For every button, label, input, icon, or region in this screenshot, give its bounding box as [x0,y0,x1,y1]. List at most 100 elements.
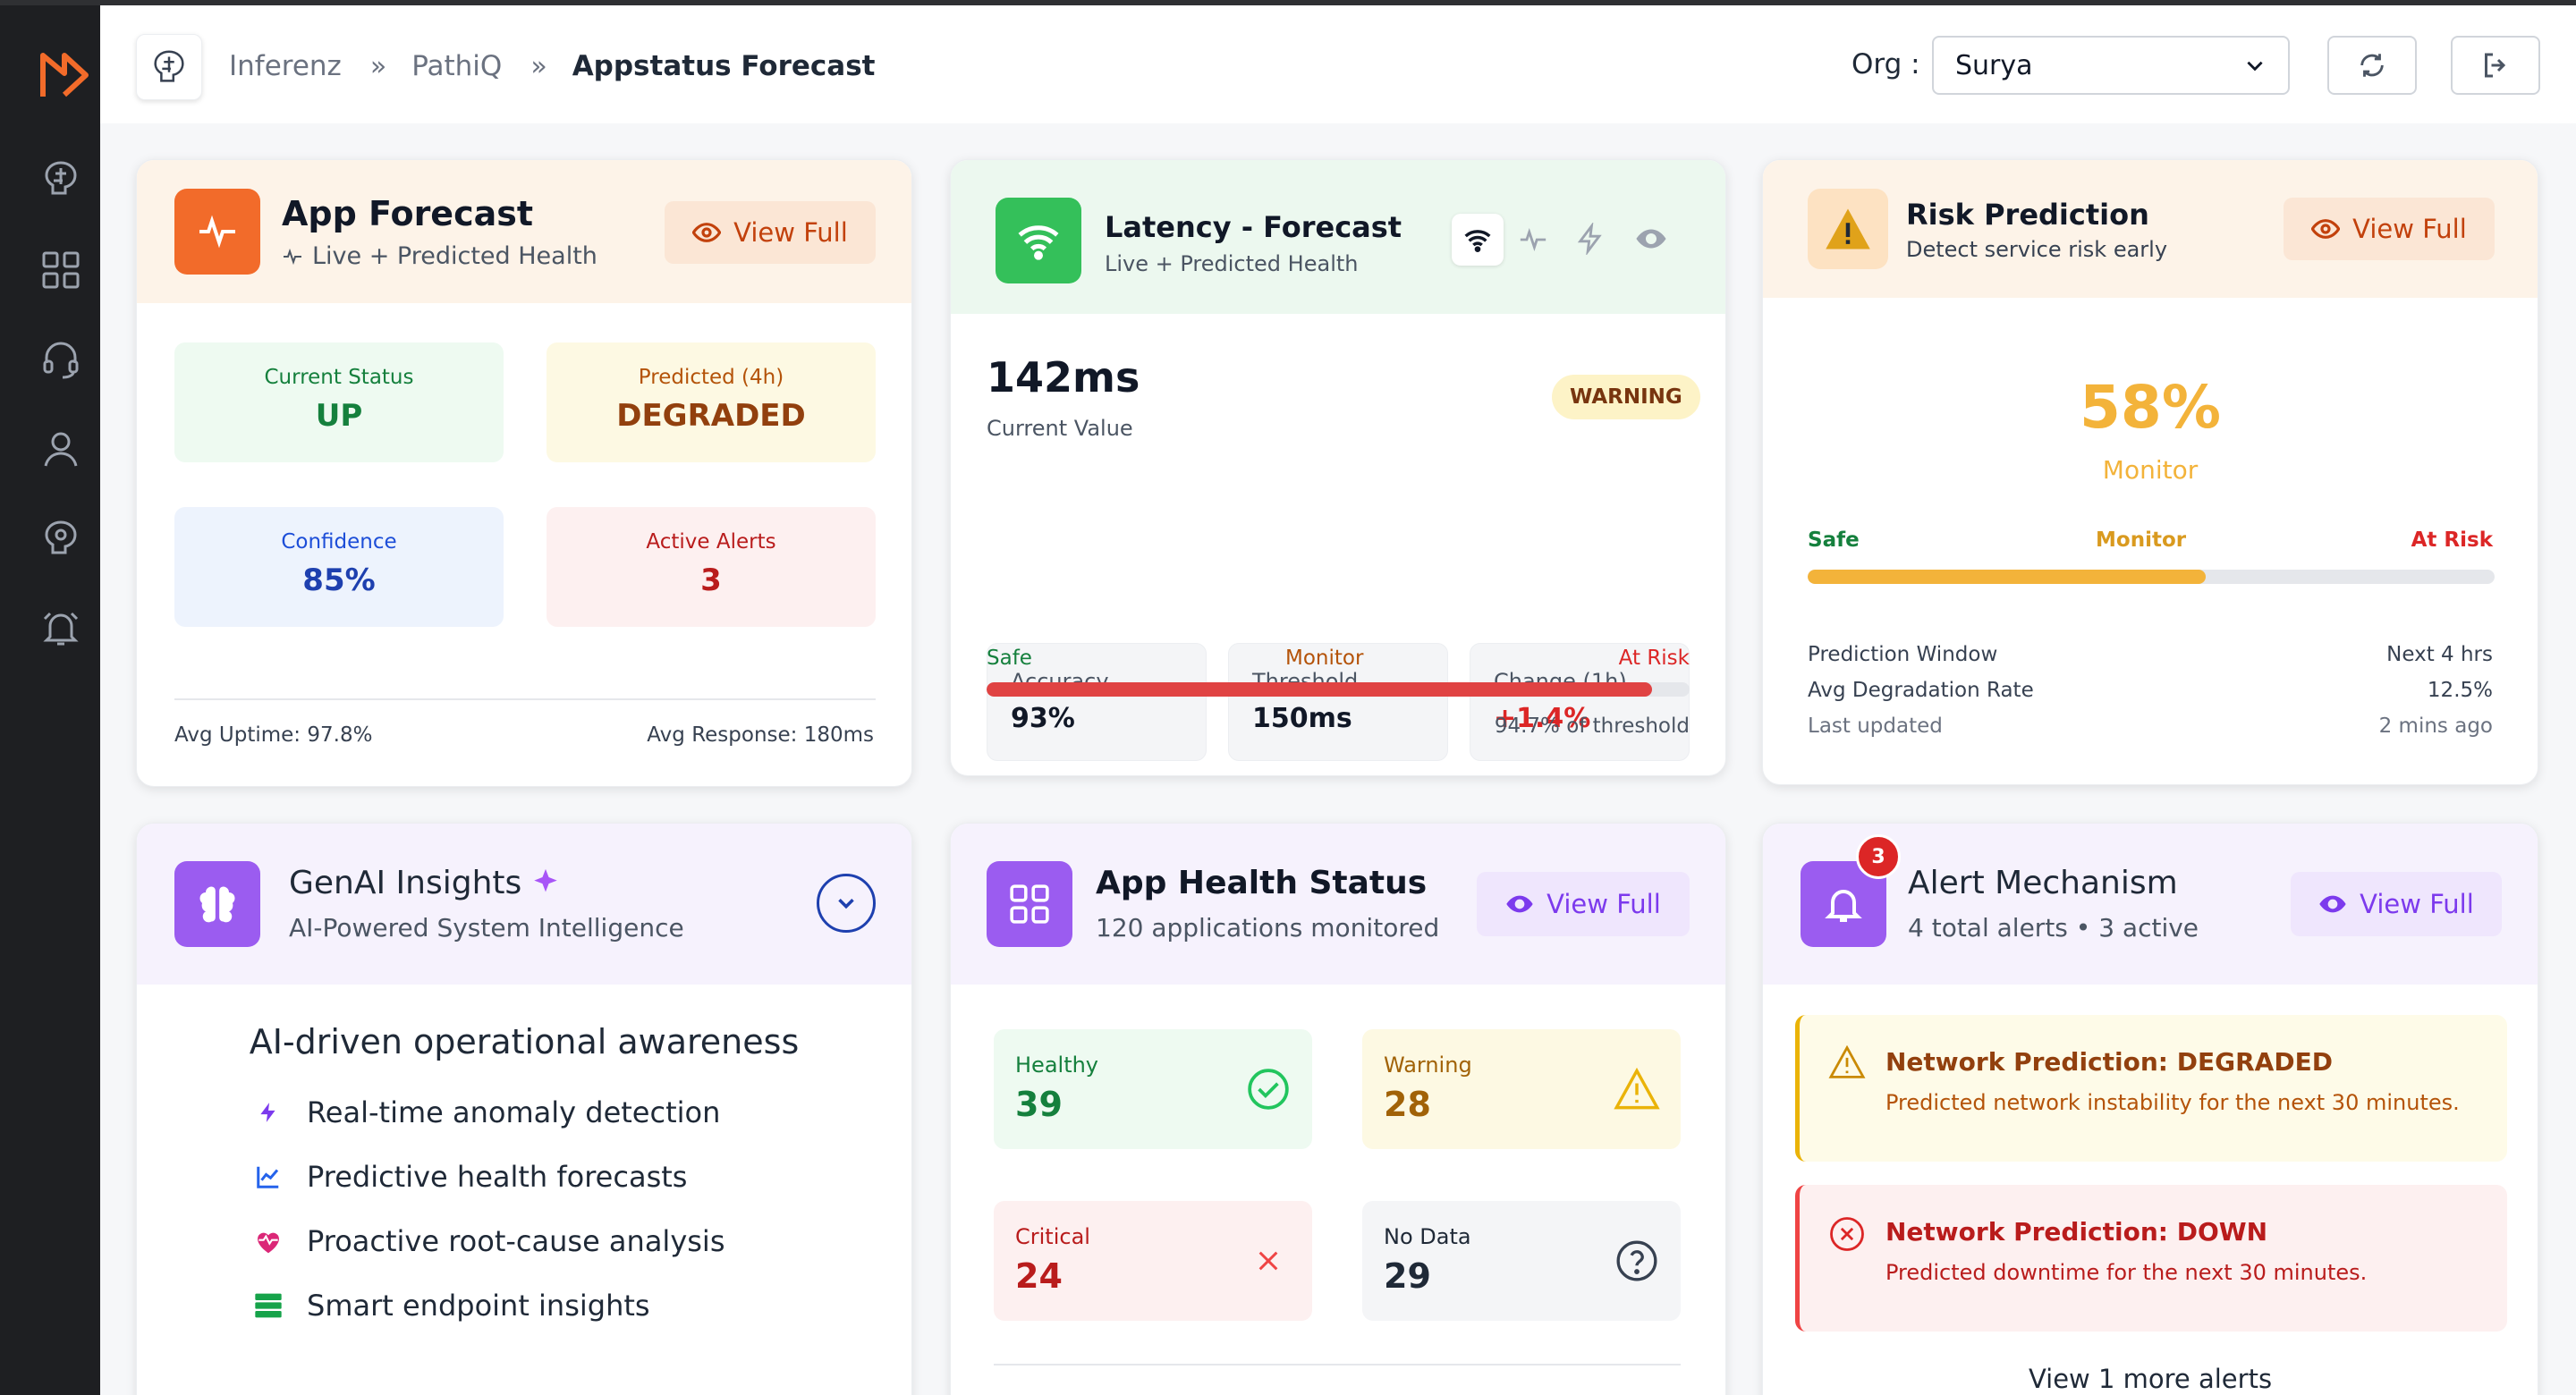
org-select[interactable]: Surya [1932,36,2290,95]
eye-tab-icon[interactable] [1632,223,1670,258]
org-label: Org : [1852,48,1920,80]
card-title: GenAI Insights [289,865,522,901]
risk-prediction-card: Risk Prediction Detect service risk earl… [1762,159,2538,785]
eye-icon [2319,895,2346,913]
user-icon[interactable] [38,426,84,472]
view-full-button[interactable]: View Full [2284,198,2495,260]
server-icon [253,1290,284,1321]
pulse-icon [174,189,260,275]
degradation-rate-value: 12.5% [2427,679,2493,702]
latency-value: 142ms [987,353,1140,402]
grid-icon[interactable] [38,247,84,293]
wifi-tab-icon[interactable] [1452,214,1504,266]
tile-value: 24 [1015,1256,1063,1296]
lightning-icon [253,1097,284,1128]
question-circle-icon [1613,1237,1661,1285]
view-full-button[interactable]: View Full [1477,872,1690,936]
view-full-label: View Full [1546,889,1661,919]
bell-icon[interactable] [38,604,84,651]
top-header: Inferenz » PathiQ » Appstatus Forecast O… [100,5,2576,123]
view-more-alerts-link[interactable]: View 1 more alerts [2028,1364,2273,1394]
alert-item[interactable]: Network Prediction: DEGRADED Predicted n… [1795,1015,2507,1162]
expand-toggle-button[interactable] [817,874,876,933]
view-full-button[interactable]: View Full [2291,872,2502,936]
heart-pulse-icon [253,1226,284,1256]
view-full-label: View Full [733,217,848,248]
card-subtitle: Live + Predicted Health [312,242,597,270]
grid-icon [987,861,1072,947]
chevron-down-icon [838,899,854,909]
sparkle-icon [530,867,561,900]
close-icon [1244,1237,1292,1285]
card-title: Alert Mechanism [1908,865,2178,901]
healthy-tile[interactable]: Healthy 39 [994,1029,1312,1149]
brain-icon [174,861,260,947]
breadcrumb-inferenz[interactable]: Inferenz [229,50,342,82]
logout-icon [2485,53,2506,78]
latency-value-label: Current Value [987,416,1133,441]
feature-item: Smart endpoint insights [253,1289,650,1323]
current-status-tile: Current Status UP [174,342,504,462]
warning-tile[interactable]: Warning 28 [1362,1029,1681,1149]
home-brain-icon[interactable] [136,34,202,100]
risk-percent: 58% [2080,373,2221,442]
avg-uptime: Avg Uptime: 97.8% [174,723,373,747]
warning-triangle-icon [1828,1044,1866,1083]
pulse-small-icon [284,248,301,265]
view-full-button[interactable]: View Full [665,201,876,264]
app-forecast-card: App Forecast Live + Predicted Health Vie… [136,159,912,787]
eye-icon [1506,895,1533,913]
card-subtitle: AI-Powered System Intelligence [289,913,684,943]
tile-value: 3 [700,562,722,598]
tile-label: Warning [1384,1053,1472,1078]
no-data-tile[interactable]: No Data 29 [1362,1201,1681,1321]
card-subtitle: 4 total alerts • 3 active [1908,913,2199,943]
check-circle-icon [1244,1065,1292,1113]
metric-value: 93% [1011,703,1075,734]
tile-label: Confidence [281,530,397,554]
card-title: Latency - Forecast [1105,210,1402,244]
tile-value: 39 [1015,1085,1063,1124]
card-subtitle: 120 applications monitored [1096,913,1440,943]
app-health-status-card: App Health Status 120 applications monit… [950,823,1726,1395]
card-title: App Forecast [282,194,534,233]
feature-item: Proactive root-cause analysis [253,1224,724,1258]
alert-item[interactable]: Network Prediction: DOWN Predicted downt… [1795,1185,2507,1332]
change-metric: Change (1h) +1.4% [1470,643,1690,761]
alert-mechanism-card: 3 Alert Mechanism 4 total alerts • 3 act… [1762,823,2538,1395]
last-updated-value: 2 mins ago [2378,714,2493,738]
predicted-tile: Predicted (4h) DEGRADED [547,342,876,462]
brand-logo-icon[interactable] [39,50,89,100]
genai-heading: AI-driven operational awareness [249,1022,800,1061]
alert-count-badge: 3 [1856,834,1901,879]
feature-item: Real-time anomaly detection [253,1095,720,1129]
feature-item: Predictive health forecasts [253,1160,687,1194]
feature-label: Real-time anomaly detection [307,1095,721,1129]
brain-settings-icon[interactable] [38,515,84,562]
view-full-label: View Full [2360,889,2474,919]
brain-icon[interactable] [38,156,84,202]
active-alerts-tile: Active Alerts 3 [547,507,876,627]
critical-tile[interactable]: Critical 24 [994,1201,1312,1321]
scale-safe: Safe [987,647,1032,670]
feature-label: Predictive health forecasts [307,1160,688,1194]
refresh-button[interactable] [2327,36,2417,95]
scale-monitor: Monitor [1285,647,1364,670]
tile-value: 85% [302,562,376,598]
confidence-tile: Confidence 85% [174,507,504,627]
breadcrumb-pathiq[interactable]: PathiQ [411,50,503,82]
latency-progress-track [987,682,1690,697]
card-title: App Health Status [1096,865,1428,901]
pulse-tab-icon[interactable] [1518,224,1548,258]
risk-progress-track [1808,570,2495,584]
risk-state: Monitor [2102,455,2199,485]
org-select-value: Surya [1955,49,2033,81]
logout-button[interactable] [2451,36,2540,95]
headset-icon[interactable] [38,336,84,383]
feature-label: Smart endpoint insights [307,1289,650,1323]
tile-value: 29 [1384,1256,1431,1296]
eye-icon [2311,219,2341,239]
metric-value: 150ms [1252,703,1352,734]
lightning-tab-icon[interactable] [1575,221,1606,258]
tile-value: DEGRADED [616,398,806,434]
